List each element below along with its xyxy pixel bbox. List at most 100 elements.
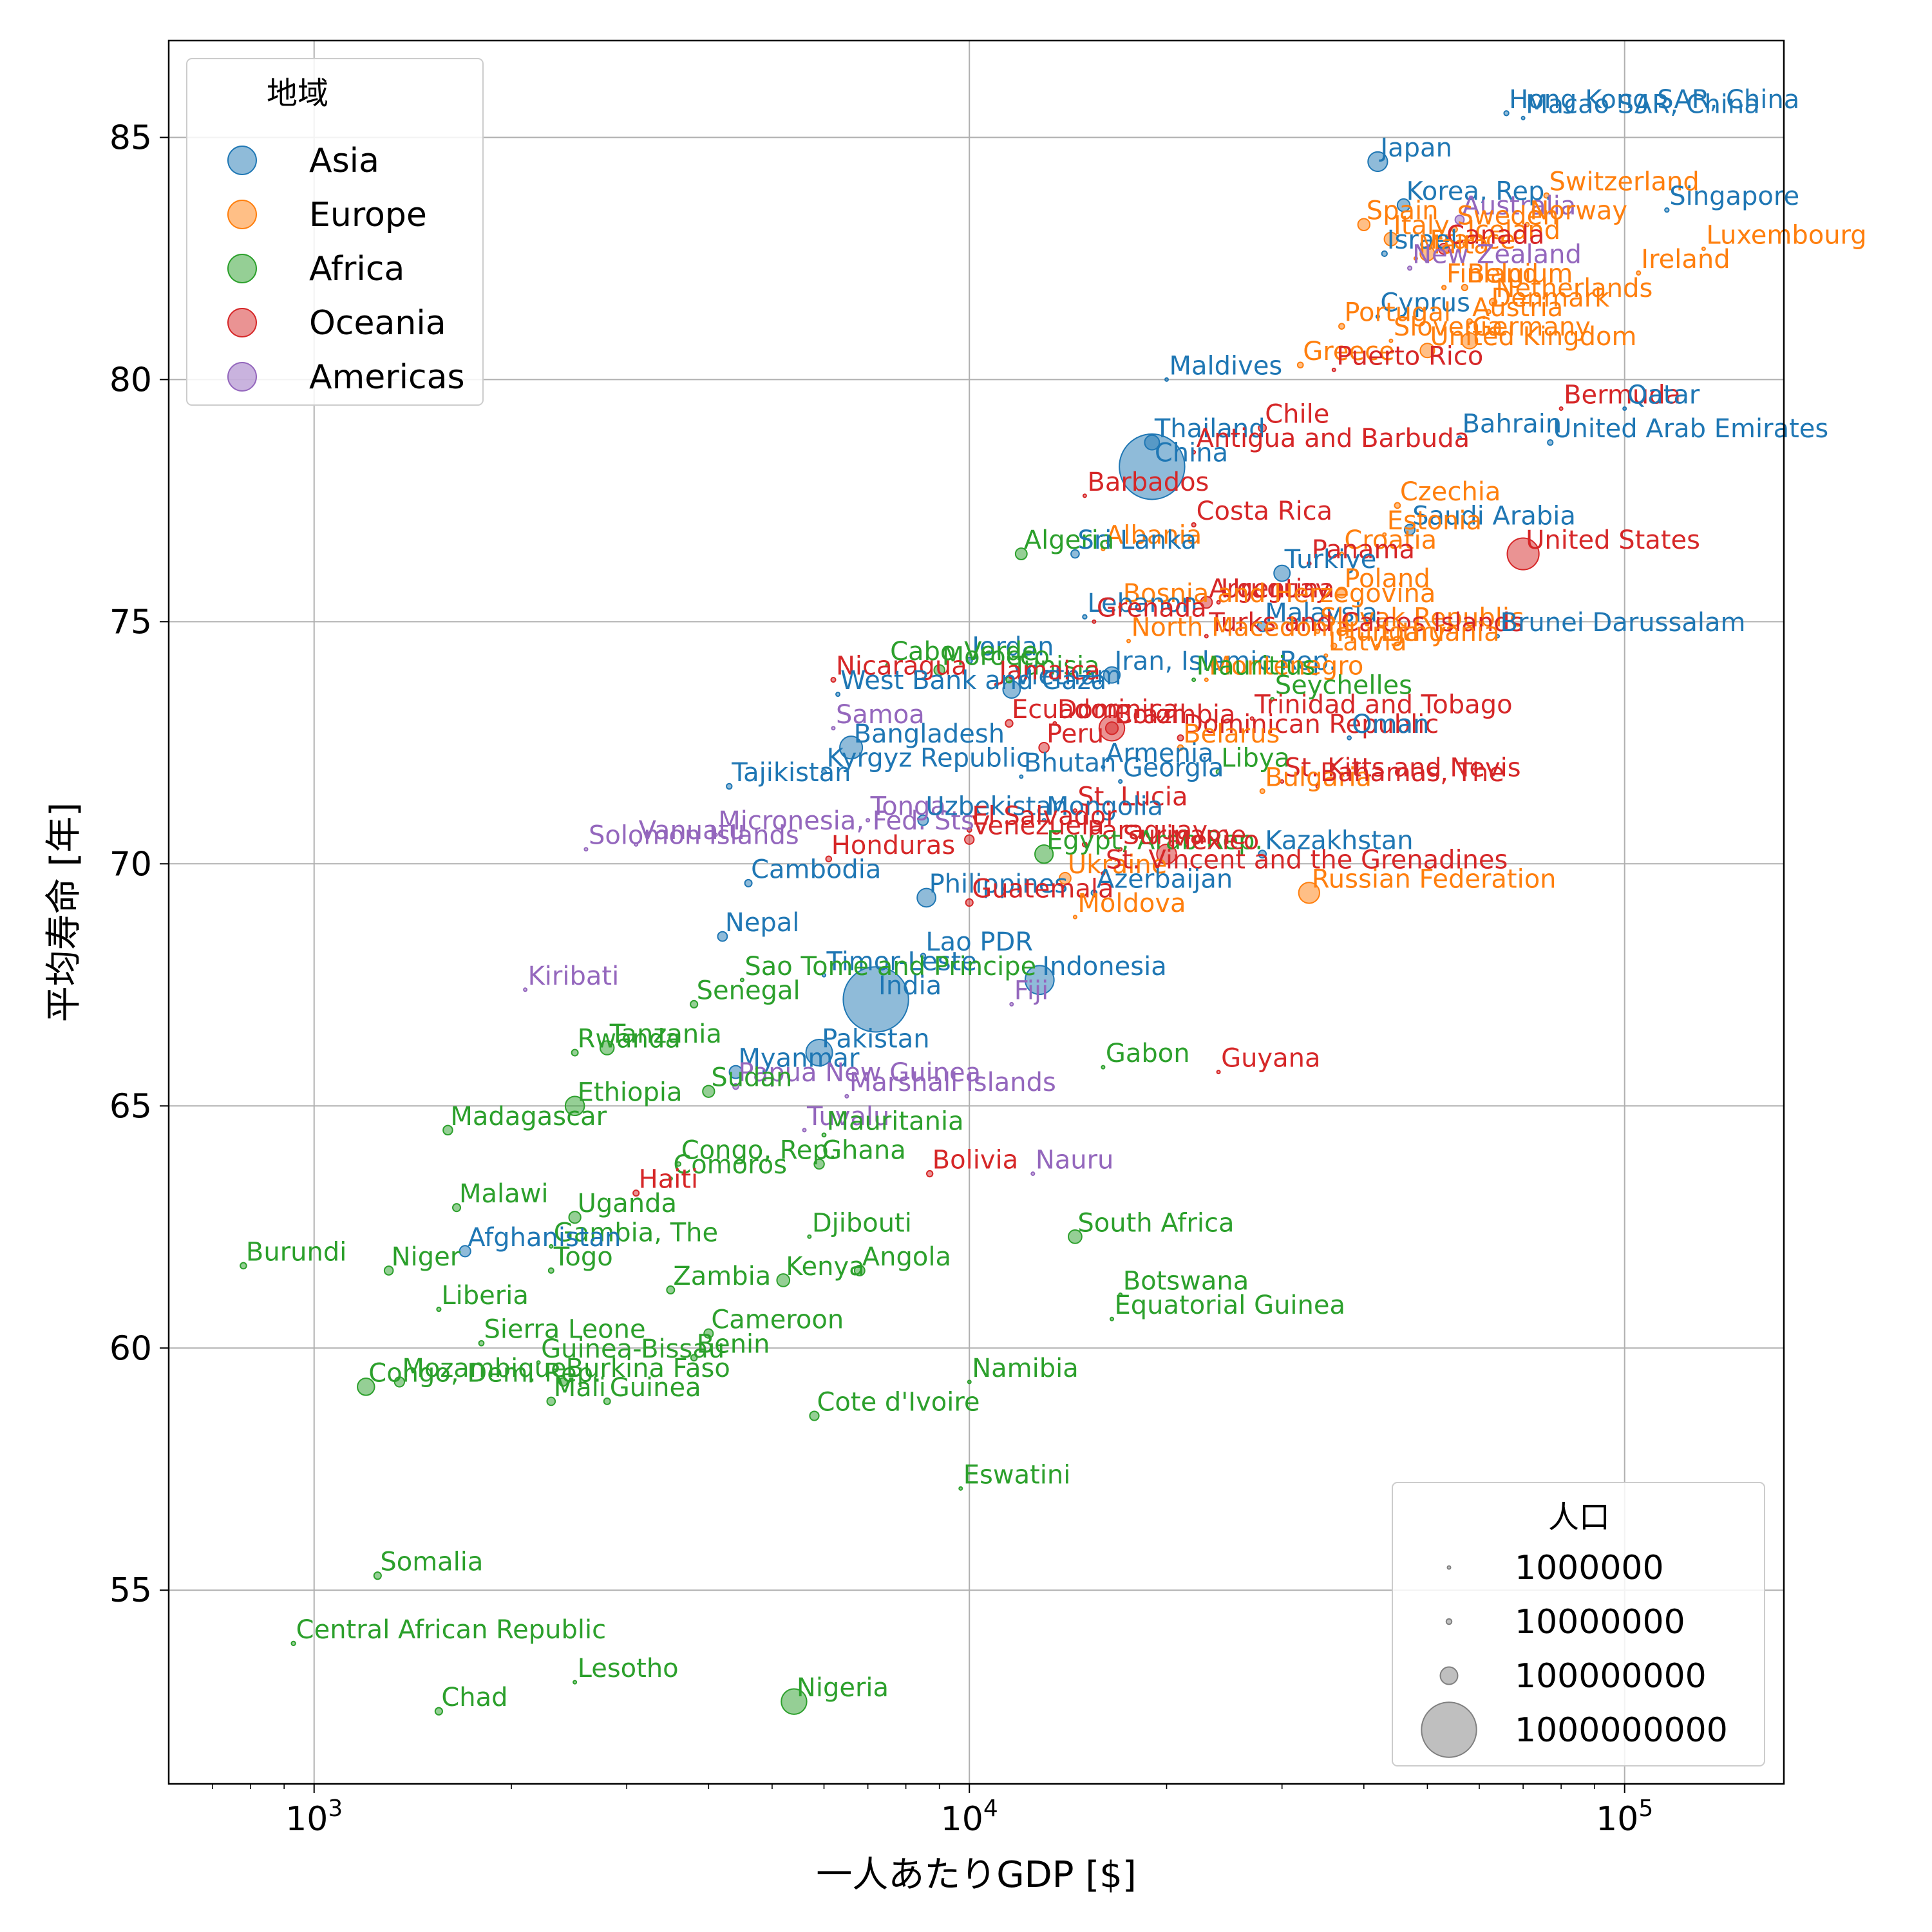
data-point	[1462, 242, 1467, 247]
y-tick-label: 65	[109, 1087, 152, 1126]
point-label: Philippines	[929, 869, 1068, 899]
population-legend: 人口 1000000 10000000 100000000 1000000000	[1392, 1482, 1765, 1766]
point-label: Malawi	[459, 1179, 548, 1209]
data-point	[1388, 338, 1394, 343]
point-label: United States	[1526, 526, 1700, 555]
data-point	[1041, 818, 1046, 823]
data-point	[1451, 225, 1458, 233]
data-point	[1118, 1293, 1123, 1298]
point-label: Guinea-Bissau	[541, 1334, 724, 1364]
data-point	[1072, 914, 1077, 920]
x-tick-label: 103	[285, 1795, 343, 1839]
data-point	[599, 1040, 615, 1056]
data-point	[393, 1376, 405, 1388]
data-point	[668, 1176, 673, 1181]
point-label: Togo	[553, 1242, 613, 1272]
point-label: Qatar	[1627, 380, 1700, 410]
data-point	[634, 842, 639, 847]
data-point	[1005, 676, 1013, 684]
point-label: Saudi Arabia	[1412, 501, 1576, 531]
point-label: Mexico	[1170, 826, 1260, 855]
point-label: Kazakhstan	[1265, 826, 1413, 855]
data-point	[1339, 551, 1345, 556]
point-label: Libya	[1221, 743, 1290, 773]
data-point	[917, 814, 929, 826]
data-point	[549, 1244, 554, 1249]
data-point	[1622, 406, 1627, 411]
data-point	[1082, 493, 1087, 498]
point-label: Afghanistan	[468, 1223, 621, 1253]
point-label: Ukraine	[1068, 850, 1167, 880]
point-label: Trinidad and Tobago	[1254, 690, 1512, 720]
point-label: Grenada	[1097, 593, 1207, 623]
point-label: Austria	[1472, 293, 1563, 323]
point-label: Croatia	[1344, 526, 1437, 555]
point-label: Lesotho	[578, 1654, 679, 1683]
point-label: Puerto Rico	[1336, 341, 1483, 371]
data-point	[1204, 677, 1209, 683]
data-point	[1024, 965, 1055, 996]
point-label: Brazil	[1115, 700, 1187, 730]
data-point	[1357, 218, 1371, 231]
data-point	[1259, 788, 1265, 795]
point-label: Honduras	[831, 831, 955, 860]
point-label: North Macedonia	[1132, 612, 1351, 642]
data-point	[1101, 764, 1106, 770]
data-point	[994, 682, 999, 687]
region-legend-box	[186, 58, 484, 406]
point-label: Montenegro	[1209, 652, 1363, 681]
axes: 103 104 105 55 60 65 70 75 80 85	[109, 118, 1653, 1839]
point-label: Estonia	[1387, 506, 1482, 536]
point-label: Nauru	[1036, 1146, 1114, 1175]
point-label: Switzerland	[1549, 167, 1699, 197]
point-label: Turkiye	[1284, 545, 1377, 574]
data-point	[1486, 308, 1492, 315]
point-label: Venezuela	[972, 811, 1104, 841]
point-label: Dominica	[1057, 695, 1179, 724]
point-label: Finland	[1446, 259, 1539, 289]
data-point	[1030, 1171, 1036, 1177]
data-point	[926, 1170, 934, 1178]
point-label: Slovak Republic	[1320, 603, 1524, 632]
point-label: Mali	[554, 1373, 606, 1403]
point-label: Eswatini	[963, 1460, 1071, 1490]
point-label: Indonesia	[1042, 952, 1166, 981]
data-point	[690, 1354, 698, 1362]
point-label: Fiji	[1014, 976, 1048, 1005]
point-label: Botswana	[1123, 1267, 1249, 1296]
data-point	[1200, 596, 1213, 609]
data-point	[1191, 677, 1197, 683]
point-label: Bhutan	[1024, 748, 1117, 778]
point-label: Cyprus	[1380, 289, 1470, 318]
data-point	[1461, 332, 1479, 350]
data-point	[1164, 377, 1170, 382]
data-point	[1092, 619, 1097, 624]
point-label: Zambia	[673, 1262, 771, 1291]
data-point	[1558, 406, 1564, 411]
point-label: Suriname	[1123, 821, 1247, 851]
point-label: Morocco	[942, 642, 1050, 672]
point-label: Uruguay	[1221, 574, 1331, 603]
data-point	[1314, 629, 1321, 634]
data-point	[1383, 231, 1399, 247]
data-point	[1336, 586, 1348, 599]
data-point	[1090, 889, 1098, 896]
point-label: Brunei Darussalam	[1501, 608, 1746, 638]
data-point	[1118, 605, 1123, 610]
point-label: India	[878, 971, 942, 1001]
point-label: Argentina	[1209, 574, 1334, 603]
data-point	[547, 1267, 554, 1274]
data-point	[732, 1083, 739, 1090]
data-point	[781, 1688, 808, 1715]
point-label: Bulgaria	[1265, 763, 1372, 793]
point-label: Panama	[1312, 535, 1415, 565]
data-point	[1258, 423, 1267, 433]
point-label: Bolivia	[933, 1146, 1018, 1175]
point-label: Peru	[1046, 719, 1104, 749]
data-point	[1126, 638, 1132, 643]
region-legend-label: Asia	[309, 142, 379, 180]
point-label: China	[1155, 439, 1228, 468]
y-tick-label: 75	[109, 603, 152, 641]
